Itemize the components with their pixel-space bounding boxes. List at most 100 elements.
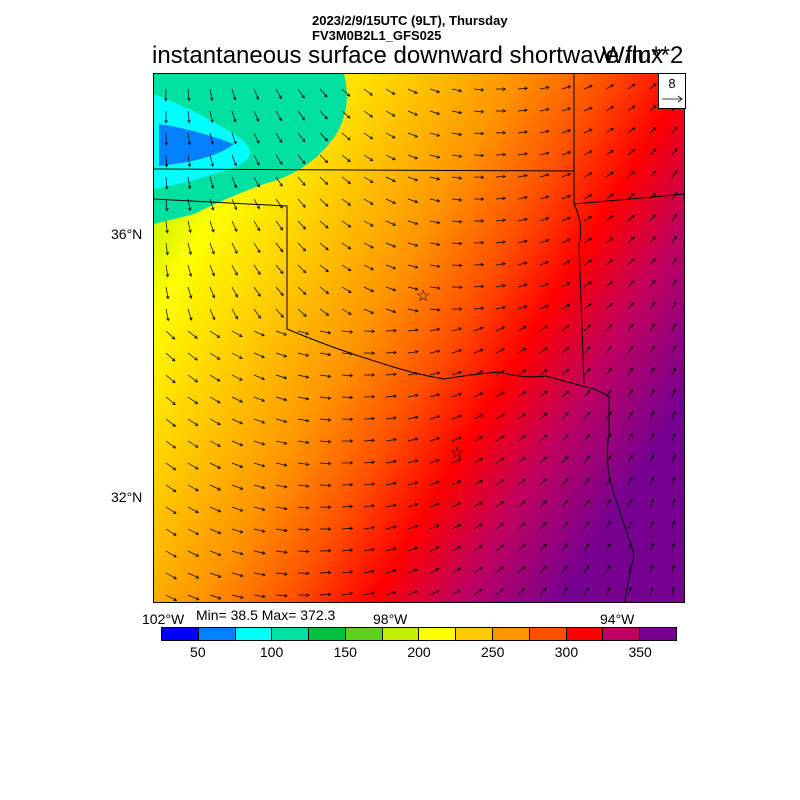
wind-vector-arrow xyxy=(209,154,215,167)
wind-vector-arrow xyxy=(319,242,329,251)
wind-vector-arrow xyxy=(451,198,463,202)
wind-vector-arrow xyxy=(649,104,657,112)
wind-vector-arrow xyxy=(209,242,215,255)
wind-vector-arrow xyxy=(253,176,260,188)
wind-vector-arrow xyxy=(341,352,354,356)
wind-vector-arrow xyxy=(165,396,176,405)
wind-vector-arrow xyxy=(451,371,462,376)
wind-vector-arrow xyxy=(275,330,288,336)
wind-vector-arrow xyxy=(517,347,527,354)
wind-vector-arrow xyxy=(539,151,550,156)
wind-vector-arrow xyxy=(231,396,243,403)
wind-vector-arrow xyxy=(407,590,419,596)
wind-vector-arrow xyxy=(275,308,284,318)
wind-vector-arrow xyxy=(671,301,677,310)
wind-vector-arrow xyxy=(297,440,310,445)
wind-vector-arrow xyxy=(627,302,635,310)
wind-vector-arrow xyxy=(429,349,441,354)
wind-vector-arrow xyxy=(275,132,283,144)
wind-vector-arrow xyxy=(231,198,238,211)
wind-vector-arrow xyxy=(319,374,332,378)
wind-vector-arrow xyxy=(473,219,485,223)
wind-vector-arrow xyxy=(495,109,507,113)
wind-vector-arrow xyxy=(407,286,419,291)
wind-vector-arrow xyxy=(473,545,483,552)
wind-vector-arrow xyxy=(605,564,611,574)
wind-vector-arrow xyxy=(231,374,243,381)
wind-vector-arrow xyxy=(495,262,507,266)
wind-vector-arrow xyxy=(275,242,284,253)
wind-vector-arrow xyxy=(275,396,288,402)
wind-vector-arrow xyxy=(517,456,526,464)
wind-vector-arrow xyxy=(275,572,288,576)
wind-vector-arrow xyxy=(649,236,656,244)
wind-vector-arrow xyxy=(583,84,593,90)
lat-tick-36n: 36°N xyxy=(111,226,143,242)
wind-vector-arrow xyxy=(473,501,483,508)
wind-vector-arrow xyxy=(407,198,419,204)
wind-vector-arrow xyxy=(319,264,329,273)
wind-vector-arrow xyxy=(341,88,351,97)
wind-vector-arrow xyxy=(517,108,528,112)
wind-vector-arrow xyxy=(627,433,633,442)
colorbar-swatch xyxy=(309,628,346,640)
wind-vector-arrow xyxy=(341,395,354,400)
wind-vector-arrow xyxy=(605,411,612,420)
wind-vector-arrow xyxy=(495,240,507,244)
wind-vector-arrow xyxy=(297,396,310,401)
wind-vector-arrow xyxy=(605,280,614,288)
wind-vector-arrow xyxy=(253,88,260,101)
wind-vector-arrow xyxy=(275,374,288,380)
station-marker-south: ☆ xyxy=(450,445,464,462)
wind-vector-arrow xyxy=(649,170,657,178)
wind-vector-arrow xyxy=(627,149,636,156)
wind-vector-arrow xyxy=(341,439,354,443)
wind-vector-arrow xyxy=(671,323,677,332)
wind-vector-arrow xyxy=(539,347,548,354)
wind-vector-arrow xyxy=(209,330,221,338)
wind-vector-arrow xyxy=(671,148,678,156)
wind-vector-arrow xyxy=(187,154,192,168)
wind-vector-arrow xyxy=(385,176,396,182)
wind-vector-arrow xyxy=(473,567,483,574)
wind-vector-arrow xyxy=(297,264,307,274)
wind-vector-arrow xyxy=(187,110,191,124)
colorbar-swatch xyxy=(382,628,420,640)
wind-vector-arrow xyxy=(627,476,633,486)
wind-vector-arrow xyxy=(253,462,266,468)
wind-vector-arrow xyxy=(627,258,635,266)
wind-vector-arrow xyxy=(517,566,526,574)
wind-vector-arrow xyxy=(253,132,260,144)
wind-vector-arrow xyxy=(385,242,397,248)
wind-vector-arrow xyxy=(209,110,214,124)
colorbar-swatch xyxy=(640,628,676,640)
wind-vector-arrow xyxy=(671,126,678,134)
wind-vector-arrow xyxy=(605,259,614,266)
wind-vector-arrow xyxy=(363,482,376,486)
wind-vector-arrow xyxy=(539,86,550,90)
wind-vector-arrow xyxy=(451,524,462,530)
wind-vector-arrow xyxy=(165,572,178,580)
wind-vector-arrow xyxy=(495,174,507,179)
wind-vector-arrow xyxy=(649,345,655,354)
wind-vector-arrow xyxy=(341,373,354,378)
colorbar-swatch xyxy=(529,628,567,640)
wind-vector-arrow xyxy=(473,262,485,267)
wind-vector-arrow xyxy=(671,586,676,596)
wind-vector-arrow xyxy=(187,484,199,492)
wind-vector-arrow xyxy=(187,198,192,212)
wind-vector-arrow xyxy=(429,502,440,508)
wind-vector-arrow xyxy=(385,416,397,420)
wind-vector-arrow xyxy=(517,544,526,552)
colorbar-swatch xyxy=(456,628,494,640)
wind-vector-arrow xyxy=(649,192,657,200)
wind-vector-arrow xyxy=(671,432,676,442)
colorbar-swatch xyxy=(235,628,273,640)
wind-vector-arrow xyxy=(253,352,265,359)
wind-vector-arrow xyxy=(649,476,654,486)
colorbar-swatch xyxy=(198,628,236,640)
wind-vector-arrow xyxy=(583,281,592,288)
wind-vector-arrow xyxy=(627,389,634,398)
wind-vector-arrow xyxy=(209,484,222,491)
wind-vector-arrow xyxy=(363,526,376,530)
